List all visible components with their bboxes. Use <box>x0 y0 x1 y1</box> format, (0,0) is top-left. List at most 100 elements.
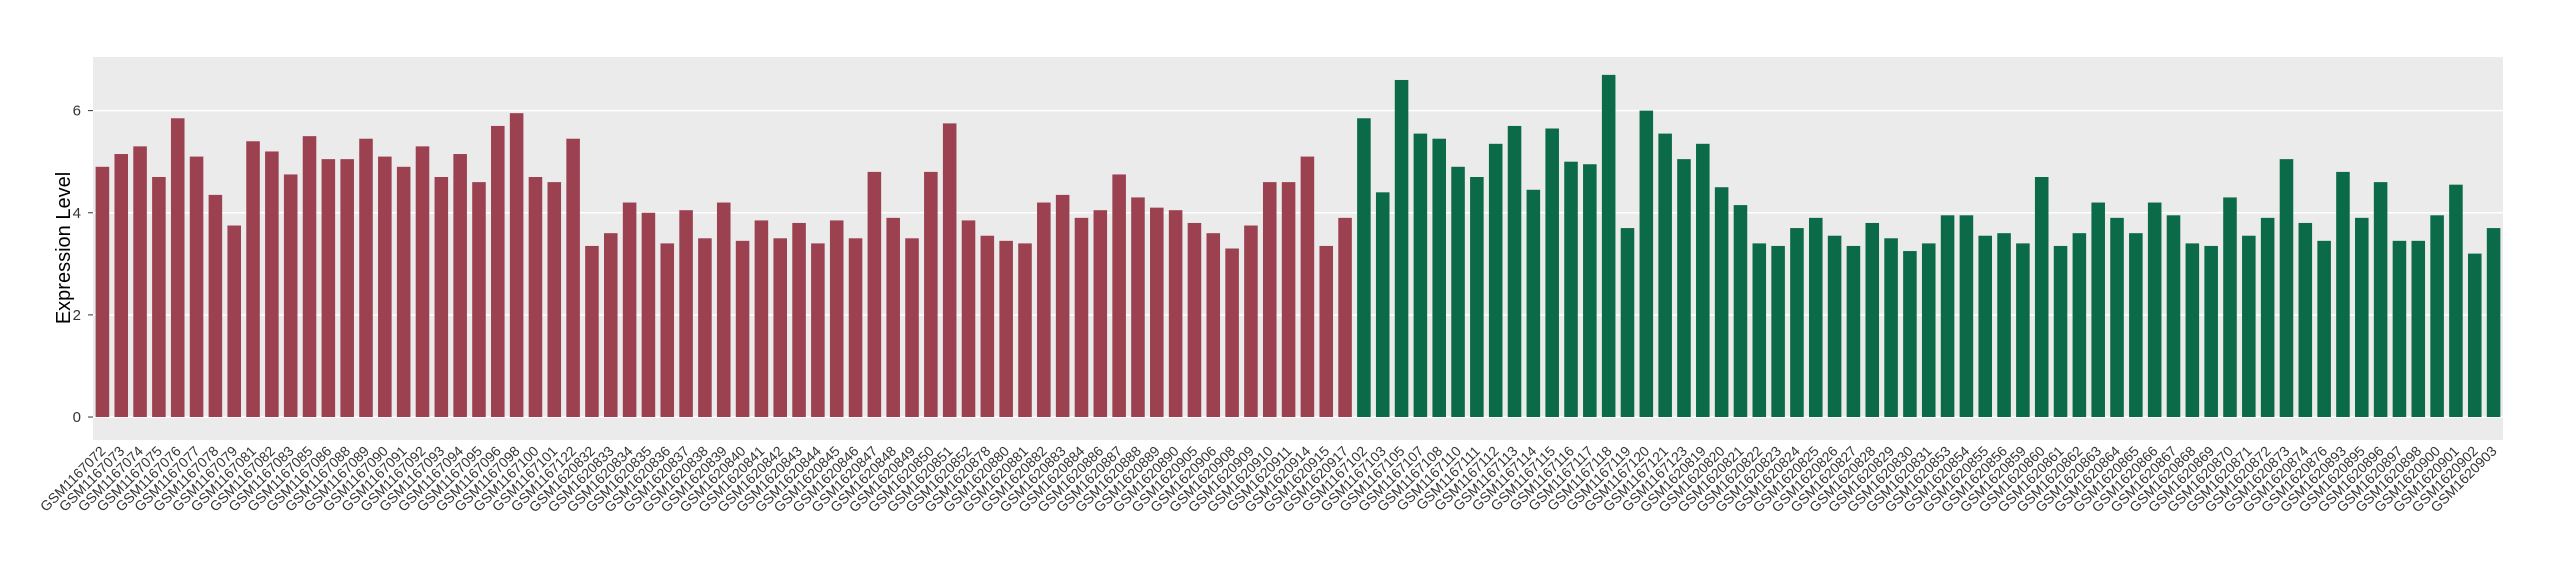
bar <box>2411 240 2426 418</box>
bar <box>1846 245 1861 418</box>
bar <box>528 177 543 418</box>
bar <box>2129 233 2143 418</box>
bar <box>1696 143 1710 418</box>
bar <box>340 159 354 418</box>
bar <box>114 154 129 418</box>
bar <box>566 138 580 418</box>
bar <box>2223 197 2237 418</box>
bar <box>1959 215 1974 418</box>
bar <box>2449 184 2463 418</box>
bar <box>1714 187 1729 418</box>
bar <box>1564 161 1578 418</box>
bar <box>227 225 241 418</box>
bar <box>2091 202 2105 418</box>
bar <box>2260 217 2275 418</box>
bar <box>1677 159 1691 418</box>
bar <box>472 182 486 418</box>
bar <box>321 159 336 418</box>
bar <box>886 217 900 418</box>
bar <box>1262 182 1277 418</box>
bar <box>1865 222 1880 418</box>
y-tick-label: 4 <box>73 205 81 222</box>
bar <box>189 156 204 418</box>
bar <box>1658 133 1672 418</box>
bar <box>1093 210 1108 418</box>
bar <box>905 238 919 418</box>
bar <box>1526 189 1541 418</box>
bar <box>2392 240 2407 418</box>
bar <box>1225 248 1239 418</box>
bar <box>509 113 524 418</box>
bar <box>2147 202 2162 418</box>
bar <box>95 166 110 418</box>
bar <box>867 171 882 418</box>
bar <box>1790 228 1804 418</box>
bar <box>1997 233 2011 418</box>
bar <box>679 210 693 418</box>
bar <box>2016 243 2030 418</box>
bar <box>735 240 750 418</box>
bar <box>641 212 656 418</box>
bar <box>848 238 863 418</box>
bar <box>980 235 995 418</box>
bar <box>1921 243 1936 418</box>
bar <box>1206 233 1221 418</box>
bar <box>961 220 976 418</box>
bar <box>811 243 825 418</box>
bar <box>246 141 260 418</box>
bar <box>453 154 467 418</box>
bar <box>1733 205 1748 418</box>
y-tick-label: 2 <box>73 307 81 324</box>
bar <box>208 194 223 418</box>
bar <box>1940 215 1955 418</box>
bar <box>716 202 731 418</box>
bar <box>1620 228 1635 418</box>
bar <box>1112 174 1126 418</box>
bar <box>359 138 373 418</box>
bar <box>773 238 788 418</box>
bar <box>283 174 298 418</box>
bar <box>1432 138 1446 418</box>
bar <box>2373 182 2388 418</box>
bar <box>1903 251 1917 418</box>
bar <box>378 156 392 418</box>
bar <box>2317 240 2331 418</box>
bar <box>792 222 806 418</box>
bar <box>491 125 505 418</box>
bar <box>2110 217 2124 418</box>
bar <box>152 177 166 418</box>
bar <box>1771 245 1785 418</box>
bar <box>1131 197 1145 418</box>
bar <box>2034 177 2049 418</box>
bar <box>170 118 185 418</box>
bar <box>1451 166 1465 418</box>
bar <box>622 202 637 418</box>
bar <box>698 238 712 418</box>
bar <box>1074 217 1089 418</box>
bar <box>1300 156 1315 418</box>
bar <box>1187 222 1202 418</box>
bar <box>1639 110 1654 418</box>
bar <box>829 220 844 418</box>
bar <box>2430 215 2444 418</box>
bar <box>1507 125 1522 418</box>
bar <box>2355 217 2369 418</box>
bar <box>2053 245 2068 418</box>
bar <box>1244 225 1258 418</box>
bar <box>660 243 675 418</box>
bar <box>2279 159 2294 418</box>
y-tick-label: 6 <box>73 103 81 120</box>
bar <box>603 233 618 418</box>
bar <box>1150 207 1164 418</box>
bar <box>1037 202 1051 418</box>
bar <box>924 171 938 418</box>
bar <box>1168 210 1183 418</box>
bar <box>585 245 599 418</box>
y-tick-label: 0 <box>73 409 81 426</box>
bar <box>547 182 562 418</box>
bar <box>1055 194 1070 418</box>
bar <box>2204 245 2218 418</box>
bar <box>415 146 430 418</box>
bar <box>1394 79 1409 418</box>
